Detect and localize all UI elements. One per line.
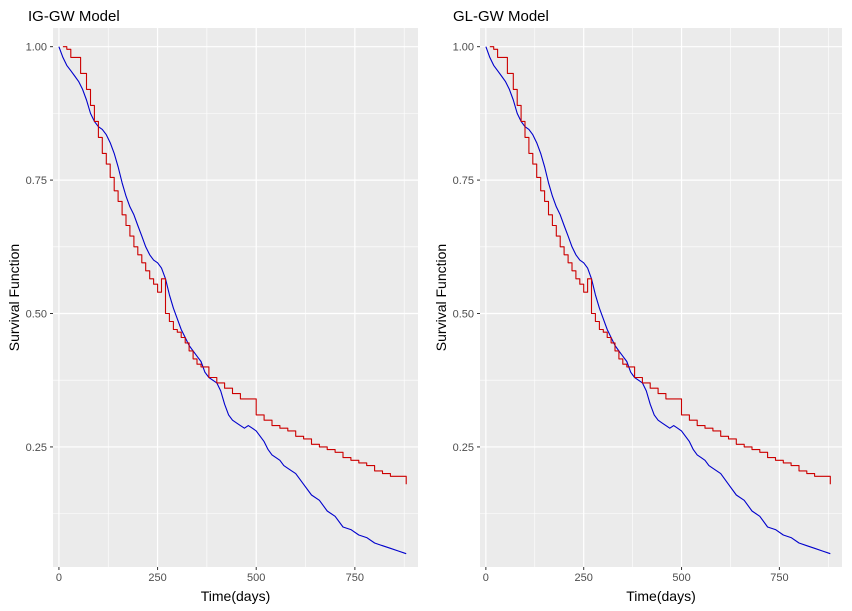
y-tick-label: 0.50 xyxy=(453,309,474,321)
x-tick-label: 0 xyxy=(56,572,62,584)
y-tick-label: 0.75 xyxy=(26,175,47,187)
y-tick-label: 0.25 xyxy=(26,442,47,454)
x-tick-label: 750 xyxy=(346,572,364,584)
x-axis-title: Time(days) xyxy=(201,588,271,604)
y-tick-label: 0.50 xyxy=(26,309,47,321)
km-step-curve xyxy=(489,46,831,485)
y-axis-title: Survival Function xyxy=(433,244,449,351)
km-step-curve xyxy=(62,46,407,485)
x-tick-label: 250 xyxy=(575,572,593,584)
y-tick-label: 1.00 xyxy=(453,42,474,54)
model-fit-curve xyxy=(58,46,407,555)
panel-background xyxy=(480,28,842,567)
x-tick-label: 500 xyxy=(247,572,265,584)
chart-panel-1: 0 250 500 750 0.25 0.50 0.75 1.00 IG-GW Model Tim… xyxy=(6,8,418,604)
x-tick-label: 0 xyxy=(483,572,489,584)
y-tick-label: 1.00 xyxy=(26,42,47,54)
panel-background xyxy=(53,28,418,567)
x-tick-label: 750 xyxy=(770,572,788,584)
x-axis-title: Time(days) xyxy=(626,588,696,604)
chart-title: IG-GW Model xyxy=(28,8,120,25)
model-fit-curve xyxy=(485,46,831,555)
chart-title: GL-GW Model xyxy=(453,8,549,25)
x-tick-label: 250 xyxy=(148,572,166,584)
y-axis-title: Survival Function xyxy=(6,244,22,351)
y-tick-label: 0.75 xyxy=(453,175,474,187)
y-tick-label: 0.25 xyxy=(453,442,474,454)
x-tick-label: 500 xyxy=(672,572,690,584)
chart-panel-2: 0 250 500 750 0.25 0.50 0.75 1.00 GL-GW Model Tim… xyxy=(433,8,842,604)
